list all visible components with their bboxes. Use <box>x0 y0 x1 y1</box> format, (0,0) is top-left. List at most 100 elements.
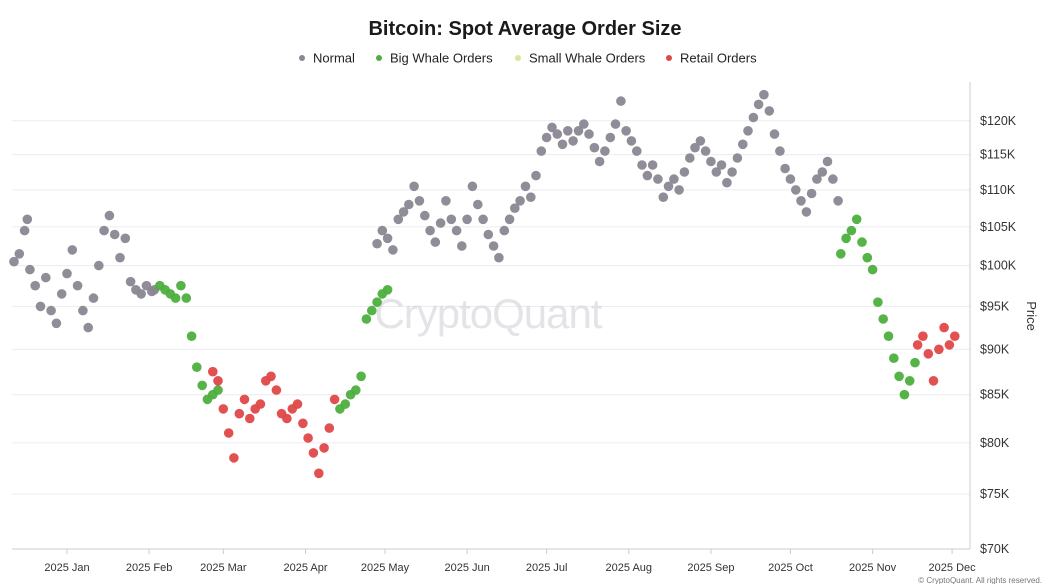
data-point <box>950 331 960 342</box>
data-point <box>271 385 282 395</box>
data-point <box>769 129 780 139</box>
data-point <box>488 241 499 251</box>
y-tick-label: $120K <box>980 114 1017 128</box>
x-tick-label: 2025 Apr <box>283 562 327 574</box>
x-tick-label: 2025 Aug <box>606 562 653 574</box>
legend: Normal Big Whale Orders Small Whale Orders… <box>299 51 757 66</box>
data-point <box>700 146 711 156</box>
data-point <box>610 119 621 129</box>
data-point <box>653 174 663 184</box>
data-point <box>382 233 393 244</box>
data-point <box>319 443 329 453</box>
data-point <box>894 371 904 382</box>
data-point <box>568 136 578 146</box>
data-point <box>759 89 769 100</box>
data-point <box>822 156 833 167</box>
data-point <box>862 252 873 263</box>
data-point <box>833 196 843 206</box>
data-point <box>904 376 915 386</box>
data-point <box>46 305 56 316</box>
y-tick-label: $70K <box>980 542 1010 556</box>
data-point <box>563 126 573 136</box>
y-tick-label: $115K <box>980 148 1016 162</box>
data-point <box>483 229 494 240</box>
data-point <box>944 340 955 350</box>
data-point <box>377 225 388 236</box>
data-point <box>928 376 939 386</box>
data-point <box>806 188 817 199</box>
data-point <box>883 331 894 342</box>
data-point <box>78 305 88 316</box>
legend-marker <box>666 55 672 61</box>
series-normal <box>9 89 843 333</box>
legend-label: Retail Orders <box>680 51 757 66</box>
data-point <box>722 177 732 188</box>
data-point <box>494 252 504 263</box>
data-point <box>213 376 223 386</box>
data-point <box>94 260 104 271</box>
data-point <box>83 322 93 333</box>
data-point <box>510 203 520 213</box>
data-point <box>372 297 382 308</box>
x-tick-label: 2025 Nov <box>849 562 897 574</box>
x-tick-label: 2025 Dec <box>929 562 977 574</box>
data-point <box>41 272 51 283</box>
data-point <box>409 181 419 192</box>
legend-item-small-whale-orders[interactable]: Small Whale Orders <box>515 51 646 66</box>
data-point <box>467 181 478 192</box>
data-point <box>30 280 40 291</box>
data-point <box>234 408 245 419</box>
x-axis-ticks: 2025 Jan 2025 Feb 2025 Mar 2025 Apr 2025 May… <box>44 549 976 574</box>
data-point <box>292 399 303 409</box>
data-point <box>361 314 372 324</box>
data-point <box>526 192 536 202</box>
data-point <box>314 468 324 479</box>
data-point <box>388 245 398 255</box>
legend-label: Big Whale Orders <box>390 51 493 66</box>
data-point <box>594 156 605 167</box>
data-point <box>51 318 62 329</box>
data-point <box>796 196 806 206</box>
data-point <box>785 174 796 184</box>
data-point <box>170 293 181 303</box>
legend-item-big-whale-orders[interactable]: Big Whale Orders <box>376 51 493 66</box>
legend-marker <box>299 55 305 61</box>
data-point <box>547 122 557 133</box>
data-point <box>552 129 563 139</box>
y-axis-label: Price <box>1024 301 1039 331</box>
data-point <box>67 245 78 255</box>
data-point <box>878 314 888 324</box>
data-point <box>88 293 99 303</box>
data-point <box>351 385 361 395</box>
data-point <box>282 413 292 424</box>
legend-item-retail-orders[interactable]: Retail Orders <box>666 51 757 66</box>
data-point <box>939 322 949 333</box>
data-point <box>420 210 430 221</box>
y-tick-label: $100K <box>980 259 1017 273</box>
data-point <box>340 399 351 409</box>
data-point <box>637 160 647 170</box>
data-point <box>478 214 488 225</box>
data-point <box>120 233 131 244</box>
data-point <box>851 214 862 225</box>
data-point <box>817 167 828 177</box>
data-point <box>579 119 589 129</box>
data-point <box>748 112 759 123</box>
data-point <box>685 153 695 163</box>
x-tick-label: 2025 Jul <box>526 562 568 574</box>
data-point <box>642 170 653 181</box>
legend-item-normal[interactable]: Normal <box>299 51 355 66</box>
data-point <box>72 280 83 291</box>
data-point <box>14 249 25 259</box>
data-point <box>430 237 441 247</box>
data-point <box>239 394 250 405</box>
data-point <box>446 214 457 225</box>
data-point <box>780 163 790 174</box>
data-point <box>308 448 319 458</box>
data-point <box>923 349 934 359</box>
data-point <box>35 301 46 312</box>
data-point <box>605 132 616 143</box>
data-points <box>9 89 960 479</box>
data-point <box>25 264 35 275</box>
